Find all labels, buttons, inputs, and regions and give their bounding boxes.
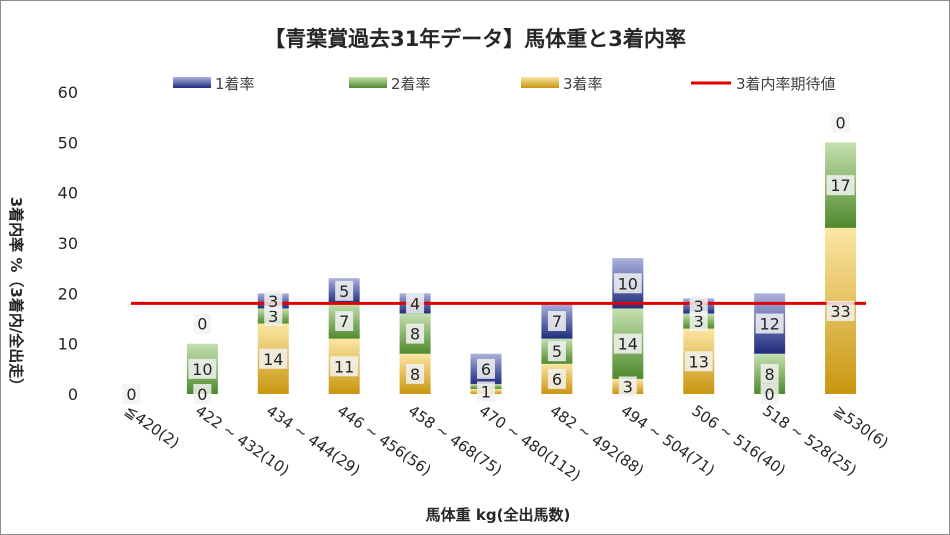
data-label-bg (618, 376, 637, 397)
data-label-bg (330, 356, 359, 377)
data-label: 3 (268, 307, 278, 326)
x-tick-label: ≦420(2) (121, 402, 182, 453)
y-tick-label: 0 (68, 385, 78, 404)
legend-swatch-3 (521, 77, 559, 88)
data-label-bg (406, 363, 425, 384)
data-label-bg (826, 175, 855, 196)
data-label-bg (547, 341, 566, 362)
data-label: 3 (694, 312, 704, 331)
data-label: 7 (552, 312, 562, 331)
x-axis-title: 馬体重 kg(全出馬数) (426, 506, 571, 524)
legend-label-1: 1着率 (215, 75, 255, 93)
data-label-bg (188, 358, 217, 379)
data-label: 14 (263, 350, 283, 369)
data-label: 33 (830, 302, 850, 321)
data-label: 17 (830, 176, 850, 195)
data-label-bg (122, 384, 141, 404)
legend: 1着率 2着率 3着率 3着内率期待値 (173, 75, 836, 93)
data-label: 3 (694, 297, 704, 316)
data-label-bg (406, 293, 425, 314)
data-label-bg (760, 384, 779, 404)
legend-label-expected: 3着内率期待値 (736, 75, 836, 93)
legend-swatch-1 (173, 77, 211, 88)
data-label: 8 (410, 365, 420, 384)
y-tick-label: 40 (58, 184, 78, 203)
data-label-bg (689, 295, 708, 316)
data-label-bg (259, 348, 288, 369)
data-label: 6 (481, 360, 491, 379)
y-tick-label: 50 (58, 133, 78, 152)
data-label-bg (264, 305, 283, 326)
data-label-bg (760, 363, 779, 384)
data-label-bg (831, 112, 850, 133)
y-tick-label: 60 (58, 83, 78, 102)
y-tick-label: 30 (58, 234, 78, 253)
data-label-bg (613, 333, 642, 354)
data-label-bg (547, 311, 566, 332)
data-label-bg (477, 381, 495, 402)
y-axis-title: 3着内率 %（3着内/全出走） (7, 197, 25, 394)
data-label-bg (613, 273, 642, 294)
data-label: 5 (552, 342, 562, 361)
y-tick-label: 10 (58, 335, 78, 354)
data-label-bg (477, 358, 495, 379)
data-label: 1 (481, 382, 491, 401)
data-label: 0 (197, 385, 207, 404)
data-label: 10 (192, 360, 212, 379)
data-label: 3 (268, 292, 278, 311)
data-label: 6 (552, 370, 562, 389)
data-label: 7 (339, 312, 349, 331)
x-tick-label: ≧530(6) (830, 402, 891, 453)
data-label-bg (689, 311, 708, 332)
data-label-bg (335, 280, 354, 301)
data-label: 13 (689, 352, 709, 371)
data-label: 3 (623, 377, 633, 396)
data-label-bg (193, 313, 212, 334)
chart-title: 【青葉賞過去31年データ】馬体重と3着内率 (264, 27, 686, 51)
data-label: 14 (618, 335, 638, 354)
data-label-bg (406, 323, 425, 344)
legend-label-2: 2着率 (391, 75, 431, 93)
data-label-bg (684, 351, 713, 372)
data-label: 0 (835, 113, 845, 132)
data-label: 0 (126, 385, 136, 404)
data-label: 8 (765, 365, 775, 384)
data-label: 0 (765, 385, 775, 404)
data-label: 0 (197, 315, 207, 334)
data-label-bg (547, 368, 566, 389)
data-label-bg (755, 313, 784, 334)
data-label-bg (335, 311, 354, 332)
data-label: 10 (618, 274, 638, 293)
y-tick-label: 20 (58, 284, 78, 303)
legend-label-3: 3着率 (563, 75, 603, 93)
legend-swatch-2 (349, 77, 387, 88)
y-axis-ticks: 0 10 20 30 40 50 60 (58, 83, 78, 404)
data-label: 5 (339, 282, 349, 301)
x-axis-ticks: ≦420(2) 422 ~ 432(10)434 ~ 444(29)446 ~ 4… (121, 402, 892, 485)
data-label: 8 (410, 325, 420, 344)
data-label: 11 (334, 357, 354, 376)
data-label-bg (826, 300, 855, 321)
data-label: 4 (410, 294, 420, 313)
data-label-bg (264, 290, 283, 311)
data-label-bg (193, 384, 212, 404)
data-label: 12 (759, 315, 779, 334)
